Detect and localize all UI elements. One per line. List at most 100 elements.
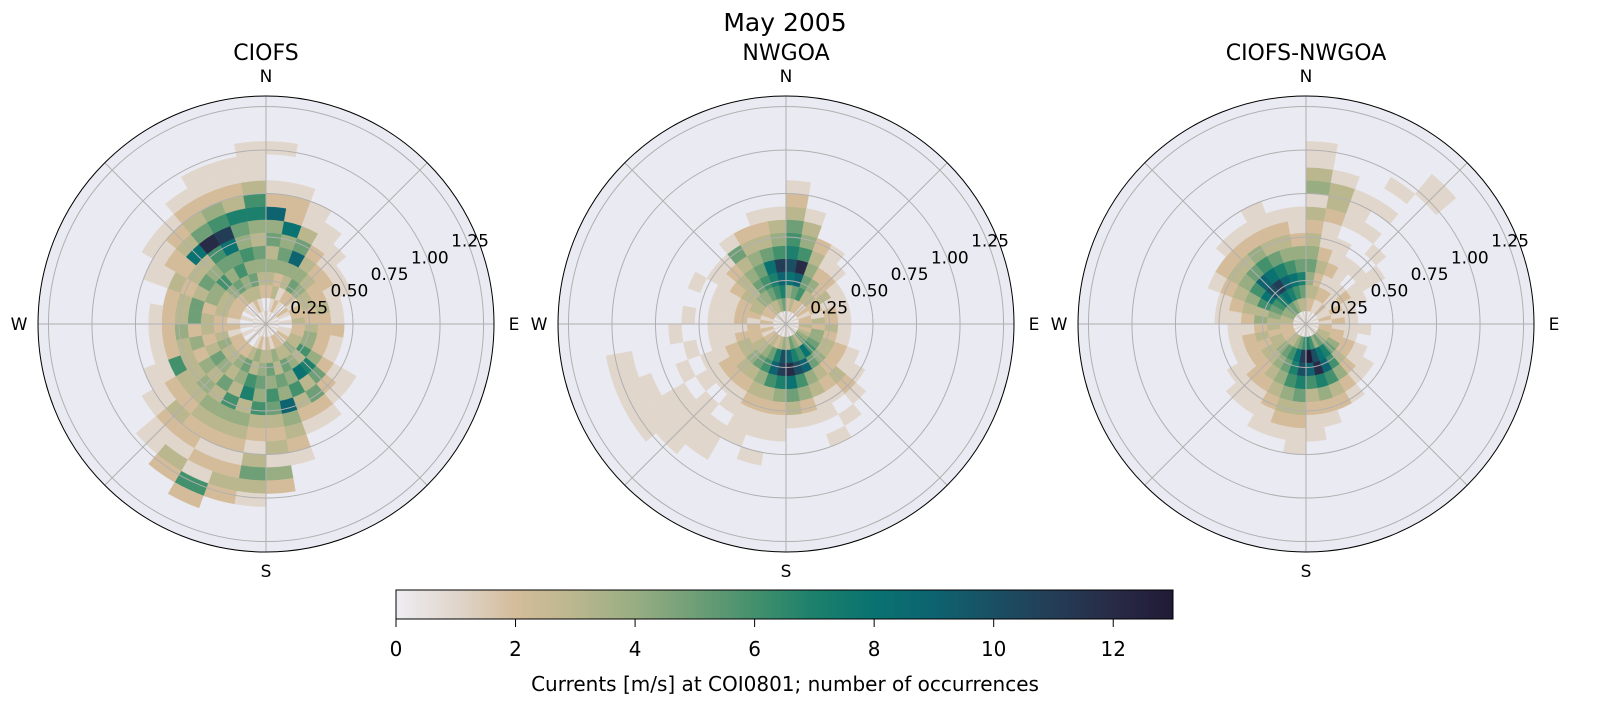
- histogram-bin: [1226, 362, 1247, 383]
- direction-label-n: N: [780, 67, 793, 87]
- histogram-bin: [785, 388, 800, 403]
- histogram-bin: [605, 353, 627, 387]
- radial-tick-label: 1.00: [411, 248, 449, 268]
- histogram-bin: [785, 232, 803, 248]
- colorbar-ticks: 0 2 4 6 8 10 12: [390, 619, 1126, 661]
- suptitle: May 2005: [723, 8, 846, 37]
- panel-title: CIOFS: [233, 41, 298, 66]
- histogram-bin: [1292, 245, 1307, 260]
- histogram-bin: [785, 193, 809, 209]
- direction-label-s: S: [1301, 562, 1312, 582]
- histogram-bin: [236, 154, 267, 170]
- histogram-bin: [785, 219, 805, 235]
- histogram-bin: [687, 271, 708, 293]
- histogram-bin: [252, 245, 267, 260]
- angular-gridline: [104, 323, 267, 486]
- histogram-bin: [265, 478, 296, 494]
- colorbar-tick-label: 12: [1101, 637, 1126, 661]
- histogram-bin: [265, 465, 294, 481]
- histogram-bin: [265, 232, 283, 248]
- angular-gridline: [265, 323, 428, 486]
- histogram-bin: [1305, 141, 1338, 158]
- angular-gridline: [1144, 162, 1307, 325]
- polar-panels: 0.250.500.751.001.25NESWCIOFS0.250.500.7…: [11, 41, 1560, 582]
- histogram-bin: [187, 323, 202, 338]
- histogram-bin: [767, 413, 787, 429]
- histogram-bin: [1305, 154, 1336, 170]
- histogram-bin: [1357, 323, 1372, 336]
- radial-tick-label: 1.00: [1451, 248, 1489, 268]
- histogram-bin: [238, 465, 267, 481]
- histogram-bin: [167, 482, 204, 509]
- histogram-bin: [245, 426, 267, 442]
- histogram-bin: [1227, 323, 1242, 338]
- colorbar-tick-label: 2: [509, 637, 522, 661]
- radial-tick-label: 0.25: [290, 298, 328, 318]
- histogram-bin: [1289, 232, 1307, 248]
- polar-spine: [1077, 95, 1535, 553]
- histogram-bin: [238, 167, 267, 183]
- radial-tick-label: 0.25: [810, 298, 848, 318]
- direction-label-n: N: [260, 67, 273, 87]
- direction-label-s: S: [781, 562, 792, 582]
- angular-gridline: [1144, 323, 1307, 486]
- histogram-bin: [772, 245, 787, 260]
- histogram-bin: [769, 232, 787, 248]
- histogram-bin: [148, 323, 164, 345]
- histogram-bin: [243, 439, 267, 455]
- histogram-bin: [247, 413, 267, 429]
- histogram-bin: [785, 413, 805, 429]
- histogram-bin: [785, 400, 803, 416]
- histogram-bin: [1287, 413, 1307, 429]
- histogram-bin: [1305, 232, 1323, 248]
- panel-title: NWGOA: [742, 41, 829, 66]
- panel-title: CIOFS-NWGOA: [1226, 41, 1387, 66]
- radial-tick-label: 0.50: [330, 282, 368, 302]
- histogram-bin: [265, 439, 289, 455]
- histogram-bin: [1305, 206, 1327, 222]
- histogram-bin: [1287, 219, 1307, 235]
- histogram-bin: [265, 426, 287, 442]
- radial-tick-label: 0.75: [891, 265, 929, 285]
- direction-label-e: E: [509, 315, 520, 335]
- direction-label-n: N: [1300, 67, 1313, 87]
- histogram-bin: [265, 400, 283, 416]
- histogram-bins: [1207, 141, 1457, 455]
- polar-panel-ciofs: 0.250.500.751.001.25 N E S W CIOFS: [11, 41, 520, 582]
- polar-spine: [37, 95, 495, 553]
- histogram-bin: [707, 323, 722, 338]
- radial-tick-label: 0.50: [1370, 282, 1408, 302]
- radial-tick-label: 0.75: [371, 265, 409, 285]
- angular-gridline: [104, 162, 267, 325]
- histogram-bin: [265, 388, 280, 403]
- colorbar-gradient: [395, 589, 1174, 620]
- radial-tick-label: 0.25: [1330, 298, 1368, 318]
- polar-grid: [558, 96, 1014, 552]
- histogram-bin: [1305, 167, 1334, 183]
- histogram-bin: [769, 400, 787, 416]
- histogram-bin: [161, 305, 177, 325]
- histogram-bin: [148, 303, 164, 325]
- histogram-bin: [243, 193, 267, 209]
- direction-label-s: S: [261, 562, 272, 582]
- histogram-bin: [1351, 291, 1368, 307]
- direction-label-w: W: [531, 315, 548, 335]
- colorbar-tick-label: 8: [868, 637, 881, 661]
- histogram-bin: [1285, 206, 1307, 222]
- histogram-bin: [1214, 307, 1230, 325]
- direction-label-e: E: [1549, 315, 1560, 335]
- histogram-bin: [668, 323, 684, 345]
- histogram-bin: [265, 193, 289, 209]
- histogram-bin: [765, 426, 787, 442]
- histogram-bin: [824, 244, 845, 265]
- histogram-bin: [1247, 414, 1271, 435]
- histogram-bin: [330, 310, 345, 325]
- radial-tick-label: 1.25: [1491, 232, 1529, 252]
- histogram-bin: [1365, 265, 1386, 286]
- histogram-bin: [247, 219, 267, 235]
- polar-panel-ciofs-nwgoa: 0.250.500.751.001.25 N E S W CIOFS-NWGOA: [1051, 41, 1560, 582]
- radial-tick-label: 0.50: [850, 282, 888, 302]
- radial-tick-label: 1.00: [931, 248, 969, 268]
- histogram-bin: [1283, 439, 1307, 455]
